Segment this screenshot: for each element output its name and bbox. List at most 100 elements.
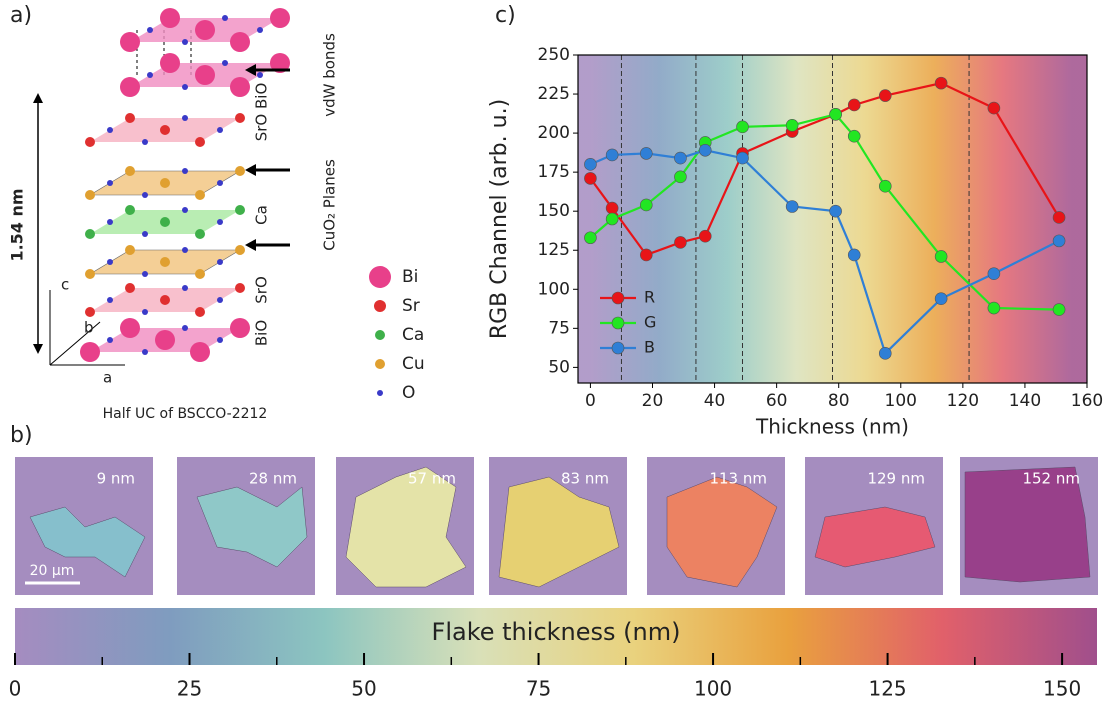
side-label: CuO₂ Planes [321,159,339,251]
atom [107,180,113,186]
legend-atom [374,300,386,312]
layer-label: SrO [253,276,271,304]
atom [182,325,188,331]
flake-thickness: 83 nm [561,470,609,488]
caption: Half UC of BSCCO-2212 [103,406,268,422]
legend-atom [369,266,391,288]
atom [230,318,250,338]
atom [125,283,135,293]
atom [195,190,205,200]
x-tick-label: 160 [1071,391,1103,411]
data-point [988,302,1000,314]
atom [160,125,170,135]
atom [195,307,205,317]
x-tick-label: 20 [642,391,664,411]
legend-marker [612,317,624,329]
legend-marker [612,342,624,354]
axis-name: c [61,276,69,294]
atom [85,269,95,279]
atom [235,283,245,293]
atom [107,259,113,265]
data-point [699,230,711,242]
flake-thickness: 113 nm [709,470,767,488]
data-point [830,205,842,217]
atom [190,342,210,362]
layer-label: SrO BiO [253,83,271,142]
y-tick-label: 175 [538,162,570,182]
y-tick-label: 125 [538,240,570,260]
atom [182,168,188,174]
atom [235,205,245,215]
atom [217,219,223,225]
y-tick-label: 250 [538,45,570,65]
arrow-head [33,93,43,103]
flake-image: 152 nm [960,457,1098,595]
atom [230,77,250,97]
atom [125,245,135,255]
data-point [879,347,891,359]
colorbar-title: Flake thickness (nm) [432,618,681,646]
data-point [1053,211,1065,223]
atom [182,247,188,253]
atom [195,65,215,85]
atom [182,115,188,121]
legend-atom [375,330,385,340]
panel-label: a) [10,3,32,28]
arrow-head [245,239,256,251]
atom [125,205,135,215]
flake-thickness: 129 nm [867,470,925,488]
atom [235,166,245,176]
axis-name: a [103,369,112,387]
colorbar-tick-label: 150 [1043,677,1081,701]
y-tick-label: 150 [538,201,570,221]
arrow-head [33,344,43,354]
atom [142,349,148,355]
y-tick-label: 100 [538,279,570,299]
atom [235,113,245,123]
axis-name: b [84,319,94,337]
y-tick-label: 200 [538,123,570,143]
data-point [640,147,652,159]
atom [195,137,205,147]
legend-atom [377,390,383,396]
atom [80,342,100,362]
data-point [848,99,860,111]
flake-thickness: 28 nm [249,470,297,488]
atom [142,231,148,237]
atom [235,245,245,255]
panel-label: b) [10,423,33,448]
data-point [699,144,711,156]
data-point [988,102,1000,114]
atom [182,39,188,45]
data-point [935,293,947,305]
atom [182,84,188,90]
legend-label: R [644,288,655,307]
atom [222,15,228,21]
atom [195,229,205,239]
flake-image: 83 nm [489,457,627,595]
atom [120,318,140,338]
atom [85,190,95,200]
data-point [674,152,686,164]
data-point [584,232,596,244]
flake-thickness: 152 nm [1022,470,1080,488]
atom [85,307,95,317]
atom [160,295,170,305]
flake-thickness: 57 nm [408,470,456,488]
legend-label: Sr [402,296,420,316]
data-point [848,249,860,261]
layer-label: Ca [253,205,271,225]
x-tick-label: 60 [766,391,788,411]
flake-image: 113 nm [647,457,785,595]
data-point [606,149,618,161]
atom [182,285,188,291]
y-axis-label: RGB Channel (arb. u.) [487,99,512,339]
atom [155,330,175,350]
data-point [786,201,798,213]
legend-label: Bi [402,267,418,287]
atom [120,77,140,97]
